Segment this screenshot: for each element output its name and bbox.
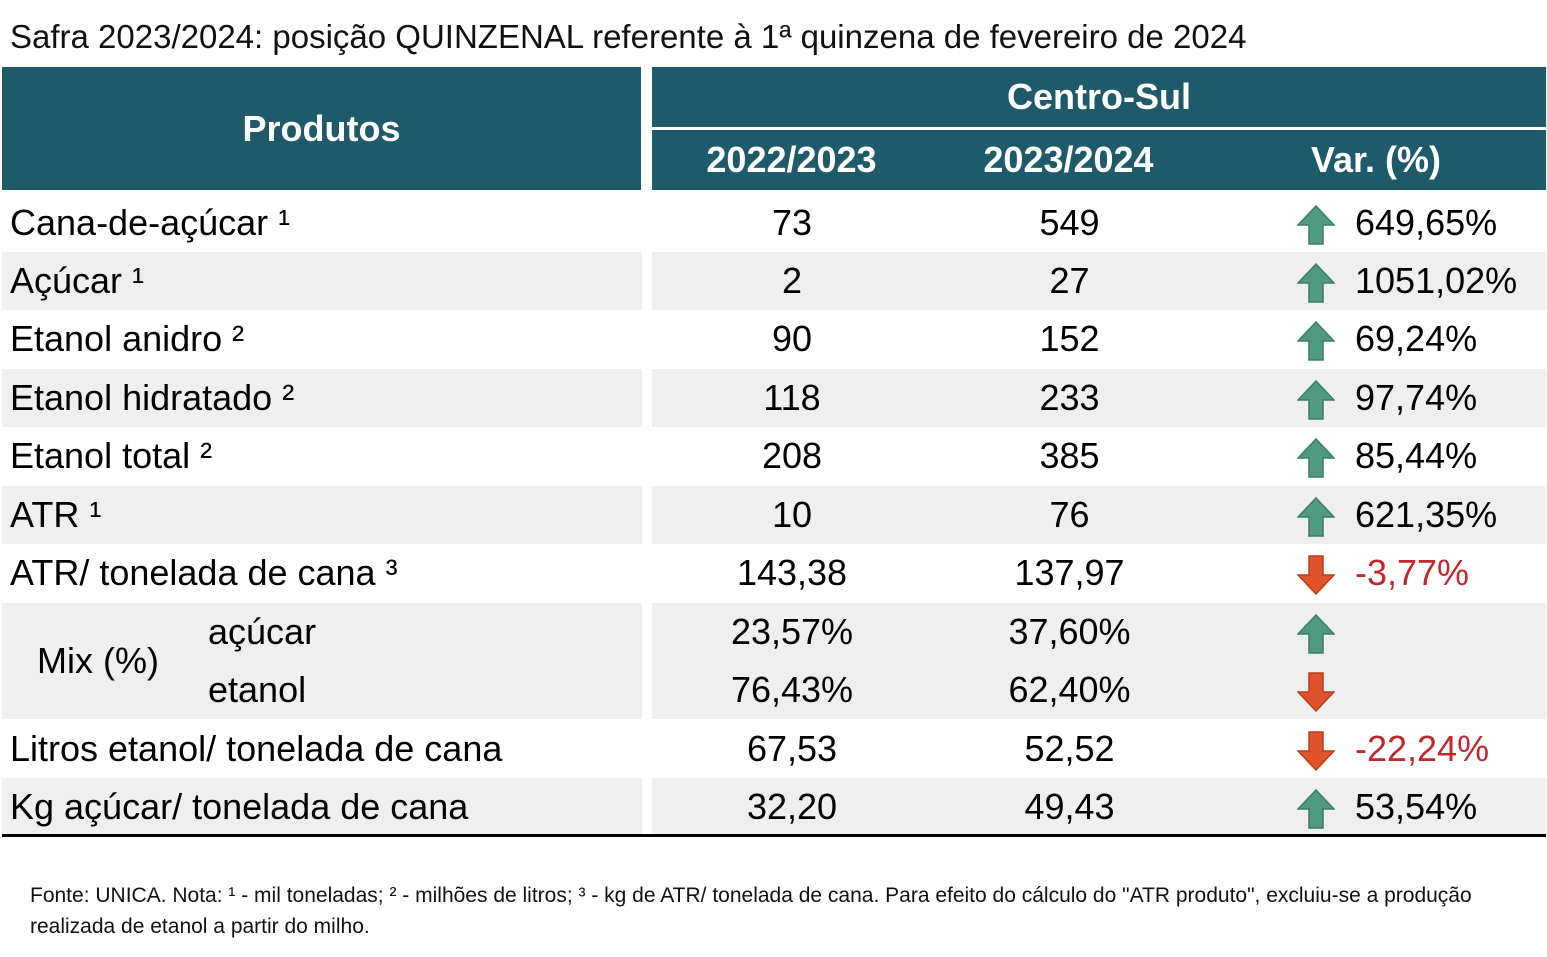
value-2022-2023: 118 (763, 377, 821, 418)
table-row: Etanol hidratado ² 118 233 97,74% (2, 369, 1546, 427)
variation-value: 621,35% (1355, 494, 1498, 535)
variation-value: 85,44% (1355, 435, 1478, 476)
footnote: Fonte: UNICA. Nota: ¹ - mil toneladas; ²… (30, 884, 1472, 938)
header-col-b-label: 2023/2024 (983, 139, 1154, 180)
up-arrow-icon (1297, 614, 1335, 654)
value-2022-2023: 10 (771, 494, 813, 535)
table-row: Etanol anidro ² 90 152 69,24% (2, 310, 1546, 368)
table-row: Kg açúcar/ tonelada de cana 32,20 49,43 … (2, 778, 1546, 836)
table-row: Cana-de-açúcar ¹ 73 549 649,65% (2, 194, 1546, 252)
table-row: ATR/ tonelada de cana ³ 143,38 137,97 -3… (2, 544, 1546, 602)
value-2022-2023: 67,53 (746, 728, 838, 769)
mix-label: Mix (%) (37, 640, 159, 681)
value-2023-2024: 137,97 (1014, 552, 1125, 593)
row-stripe (2, 252, 642, 310)
value-2023-2024: 37,60% (1008, 611, 1131, 652)
table-row: Litros etanol/ tonelada de cana 67,53 52… (2, 720, 1546, 778)
product-label: Etanol hidratado ² (10, 377, 295, 418)
header-region: Centro-Sul (652, 67, 1546, 127)
row-stripe (2, 369, 642, 427)
product-label: Kg açúcar/ tonelada de cana (10, 786, 469, 827)
value-2022-2023: 90 (771, 318, 813, 359)
header-col-b: 2023/2024 (931, 130, 1206, 190)
header-col-var-label: Var. (%) (1310, 139, 1442, 180)
down-arrow-icon (1297, 555, 1335, 595)
product-label: Açúcar ¹ (10, 260, 145, 301)
variation-value: 1051,02% (1355, 260, 1518, 301)
variation-value: 69,24% (1355, 318, 1478, 359)
value-2023-2024: 27 (1049, 260, 1090, 301)
value-2023-2024: 152 (1039, 318, 1100, 359)
header-col-var: Var. (%) (1206, 130, 1546, 190)
up-arrow-icon (1297, 205, 1335, 245)
mix-block: Mix (%) açúcar 23,57% 37,60% etanol 76,4… (2, 603, 1546, 719)
up-arrow-icon (1297, 438, 1335, 478)
table-row: ATR ¹ 10 76 621,35% (2, 486, 1546, 544)
header-produtos-label: Produtos (242, 107, 401, 149)
value-2023-2024: 52,52 (1024, 728, 1115, 769)
value-2023-2024: 62,40% (1008, 669, 1131, 710)
row-stripe (2, 603, 642, 719)
mix-acucar-label: açúcar (208, 611, 317, 652)
mix-row-acucar: açúcar 23,57% 37,60% (2, 603, 1546, 661)
header-produtos: Produtos (2, 67, 641, 190)
up-arrow-icon (1297, 497, 1335, 537)
header-col-a: 2022/2023 (652, 130, 931, 190)
mix-row-etanol: etanol 76,43% 62,40% (2, 661, 1546, 719)
row-stripe (652, 603, 1546, 719)
up-arrow-icon (1297, 263, 1335, 303)
row-stripe (652, 252, 1546, 310)
table-row: Açúcar ¹ 2 27 1051,02% (2, 252, 1546, 310)
value-2023-2024: 49,43 (1024, 786, 1115, 827)
table-row: Etanol total ² 208 385 85,44% (2, 427, 1546, 485)
variation-value: -3,77% (1355, 552, 1470, 593)
variation-value: -22,24% (1355, 728, 1490, 769)
value-2022-2023: 76,43% (730, 669, 854, 710)
value-2023-2024: 76 (1049, 494, 1090, 535)
value-2022-2023: 73 (771, 202, 813, 243)
up-arrow-icon (1297, 321, 1335, 361)
header-col-a-label: 2022/2023 (706, 139, 877, 180)
value-2023-2024: 385 (1039, 435, 1100, 476)
value-2023-2024: 549 (1039, 202, 1100, 243)
variation-value: 649,65% (1355, 202, 1498, 243)
product-label: Litros etanol/ tonelada de cana (10, 728, 503, 769)
variation-value: 53,54% (1355, 786, 1478, 827)
product-label: Etanol total ² (10, 435, 213, 476)
value-2022-2023: 2 (781, 260, 803, 301)
mix-etanol-label: etanol (208, 669, 307, 710)
down-arrow-icon (1297, 672, 1335, 712)
variation-value: 97,74% (1355, 377, 1478, 418)
product-label: ATR ¹ (10, 494, 102, 535)
value-2022-2023: 23,57% (730, 611, 854, 652)
value-2022-2023: 32,20 (746, 786, 838, 827)
product-label: ATR/ tonelada de cana ³ (10, 552, 398, 593)
header-region-label: Centro-Sul (1007, 76, 1191, 117)
row-stripe (652, 369, 1546, 427)
up-arrow-icon (1297, 380, 1335, 420)
value-2023-2024: 233 (1039, 377, 1100, 418)
table-bottom-border (2, 834, 1546, 837)
down-arrow-icon (1297, 731, 1335, 771)
row-stripe (652, 486, 1546, 544)
row-stripe (2, 486, 642, 544)
row-stripe (2, 778, 642, 836)
product-label: Etanol anidro ² (10, 318, 245, 359)
product-label: Cana-de-açúcar ¹ (10, 202, 291, 243)
value-2022-2023: 143,38 (736, 552, 848, 593)
value-2022-2023: 208 (761, 435, 823, 476)
up-arrow-icon (1297, 789, 1335, 829)
row-stripe (652, 778, 1546, 836)
page-title: Safra 2023/2024: posição QUINZENAL refer… (10, 18, 1247, 55)
